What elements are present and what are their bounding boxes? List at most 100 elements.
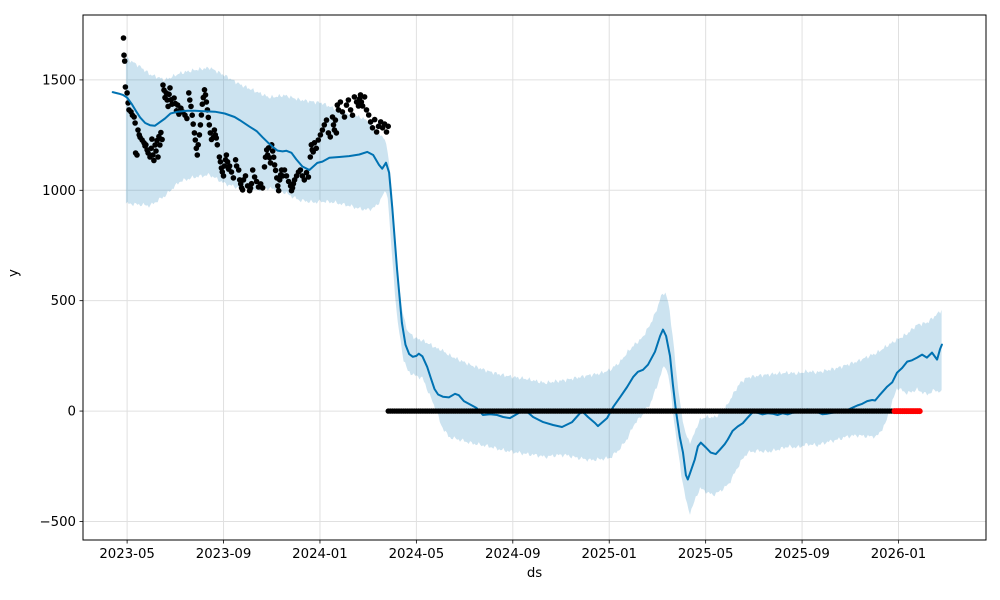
observed-point [228, 169, 235, 175]
observed-point [242, 173, 249, 179]
observed-point [330, 122, 337, 128]
grid [83, 15, 986, 540]
observed-point [272, 167, 279, 174]
observed-point [343, 102, 350, 108]
y-tick-label: 1000 [42, 184, 76, 199]
future-zero-point [916, 408, 923, 415]
observed-point [192, 137, 199, 143]
observed-point [188, 103, 194, 110]
observed-point [121, 58, 128, 64]
axis-ticks: 2023-05 2023-09 2024-01 2024-05 2024-09 2025-… [39, 73, 926, 562]
observed-point [289, 185, 296, 191]
observed-point [205, 114, 212, 121]
observed-point [221, 163, 228, 169]
observed-point [271, 162, 278, 168]
observed-point [171, 95, 177, 101]
observed-point [337, 99, 344, 105]
observed-point [157, 142, 163, 148]
axes-spines [82, 14, 987, 541]
observed-point [202, 92, 209, 98]
observed-point [349, 112, 356, 118]
observed-point [206, 122, 213, 128]
observed-point [275, 187, 282, 194]
zero-observations [385, 408, 897, 414]
observed-point [122, 84, 129, 90]
observed-point [315, 137, 322, 143]
observed-point [269, 148, 276, 154]
observed-point [259, 185, 266, 191]
y-tick-label: 500 [51, 294, 76, 309]
observed-point [253, 178, 260, 185]
observed-point [303, 169, 310, 176]
observed-point [341, 114, 348, 120]
observed-point [266, 155, 273, 161]
observed-point [347, 107, 354, 113]
observed-point [201, 87, 208, 93]
observed-point [190, 121, 196, 127]
observed-point [363, 107, 370, 113]
x-axis-label: ds [526, 566, 543, 581]
observed-point [184, 115, 190, 122]
observed-point [207, 130, 214, 136]
observed-point [307, 154, 314, 160]
observed-point [285, 178, 292, 185]
observed-point [239, 187, 246, 193]
observed-point [361, 94, 368, 100]
observed-point [327, 134, 334, 140]
observed-point [214, 142, 221, 148]
y-axis-label: y [6, 269, 22, 277]
observed-point [371, 116, 378, 123]
observed-point [305, 174, 312, 180]
x-tick-label: 2026-01 [871, 547, 927, 562]
x-tick-label: 2024-09 [485, 547, 541, 562]
observed-point [283, 173, 290, 179]
x-tick-label: 2024-05 [389, 547, 445, 562]
observed-point [251, 174, 258, 180]
observed-point [213, 135, 220, 141]
observed-point [249, 167, 256, 173]
observed-point [203, 99, 210, 105]
observed-point [131, 114, 137, 120]
observed-point [230, 175, 237, 181]
observed-point [166, 91, 172, 98]
observed-point [323, 117, 330, 123]
observed-point [196, 132, 203, 138]
observed-point [224, 159, 231, 165]
future-zero-points [891, 408, 923, 415]
observed-point [385, 123, 392, 130]
history-points [120, 35, 392, 194]
observed-point [339, 109, 346, 115]
observed-point [332, 117, 339, 123]
observed-point [311, 140, 318, 146]
observed-point [152, 142, 158, 148]
uncertainty-band [125, 57, 942, 515]
observed-point [150, 152, 156, 158]
y-tick-label: 0 [68, 405, 76, 420]
observed-point [148, 145, 154, 152]
y-tick-label: 1500 [42, 73, 76, 88]
observed-point [301, 177, 308, 183]
observed-point [160, 82, 166, 88]
observed-point [270, 154, 277, 160]
observed-point [317, 132, 324, 138]
observed-point [191, 130, 198, 136]
observed-point [198, 112, 205, 118]
observed-point [359, 103, 366, 109]
observed-point [135, 127, 141, 133]
observed-point [232, 157, 239, 163]
y-tick-label: −500 [39, 515, 76, 530]
observed-point [216, 154, 223, 160]
x-tick-label: 2025-01 [581, 547, 637, 562]
observed-point [319, 127, 326, 133]
observed-point [373, 129, 380, 135]
observed-point [159, 136, 165, 143]
observed-point [124, 90, 130, 96]
observed-point [155, 154, 161, 160]
observed-point [220, 173, 227, 179]
observed-point [261, 164, 268, 170]
observed-point [276, 177, 283, 183]
observed-point [275, 183, 281, 189]
observed-point [345, 97, 352, 103]
x-tick-label: 2023-05 [99, 547, 155, 562]
